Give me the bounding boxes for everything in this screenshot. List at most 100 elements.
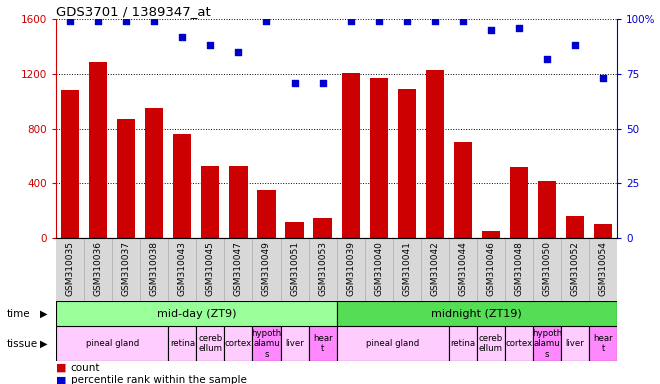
Bar	[561, 326, 589, 361]
Text: ▶: ▶	[40, 309, 47, 319]
Text: GSM310046: GSM310046	[486, 241, 496, 296]
Bar	[309, 326, 337, 361]
Bar	[56, 326, 168, 361]
Text: tissue: tissue	[7, 339, 38, 349]
Text: ■: ■	[56, 375, 67, 384]
Point	[177, 34, 187, 40]
Bar	[201, 166, 220, 238]
Text: GSM310041: GSM310041	[402, 241, 411, 296]
Text: GSM310050: GSM310050	[543, 241, 552, 296]
Text: GSM310051: GSM310051	[290, 241, 299, 296]
Bar	[257, 190, 276, 238]
Bar	[426, 70, 444, 238]
Text: retina: retina	[170, 339, 195, 348]
Bar	[61, 90, 79, 238]
Bar	[168, 326, 197, 361]
Point	[542, 56, 552, 62]
Point	[570, 42, 580, 48]
Bar	[56, 301, 337, 326]
Point	[457, 18, 468, 25]
Bar	[533, 326, 561, 361]
Point	[205, 42, 216, 48]
Text: time: time	[7, 309, 30, 319]
Text: cereb
ellum: cereb ellum	[198, 334, 222, 353]
Bar	[337, 301, 617, 326]
Text: GSM310042: GSM310042	[430, 241, 440, 296]
Bar	[173, 134, 191, 238]
Bar	[197, 326, 224, 361]
Text: GSM310047: GSM310047	[234, 241, 243, 296]
Point	[374, 18, 384, 25]
Bar	[314, 218, 332, 238]
Text: GSM310037: GSM310037	[121, 241, 131, 296]
Bar	[117, 119, 135, 238]
Point	[345, 18, 356, 25]
Bar	[449, 326, 477, 361]
Text: GSM310040: GSM310040	[374, 241, 383, 296]
Point	[317, 79, 328, 86]
Bar	[285, 222, 304, 238]
Bar	[224, 326, 252, 361]
Text: GSM310045: GSM310045	[206, 241, 215, 296]
Text: percentile rank within the sample: percentile rank within the sample	[71, 375, 246, 384]
Point	[93, 18, 104, 25]
Point	[261, 18, 272, 25]
Text: ▶: ▶	[40, 339, 47, 349]
Point	[401, 18, 412, 25]
Bar	[589, 326, 617, 361]
Text: ■: ■	[56, 362, 67, 373]
Text: hear
t: hear t	[593, 334, 613, 353]
Point	[233, 49, 244, 55]
Text: GSM310038: GSM310038	[150, 241, 159, 296]
Point	[430, 18, 440, 25]
Text: hear
t: hear t	[313, 334, 333, 353]
Text: liver: liver	[566, 339, 584, 348]
Bar	[538, 180, 556, 238]
Text: midnight (ZT19): midnight (ZT19)	[432, 309, 522, 319]
Bar	[280, 326, 309, 361]
Text: GSM310039: GSM310039	[346, 241, 355, 296]
Bar	[566, 215, 584, 238]
Bar	[453, 142, 472, 238]
Bar	[229, 166, 248, 238]
Bar	[145, 108, 164, 238]
Point	[598, 75, 609, 81]
Point	[121, 18, 131, 25]
Bar	[89, 61, 108, 238]
Bar	[370, 78, 388, 238]
Text: pineal gland: pineal gland	[366, 339, 419, 348]
Text: GSM310036: GSM310036	[94, 241, 103, 296]
Bar	[477, 326, 505, 361]
Text: GSM310054: GSM310054	[599, 241, 608, 296]
Bar	[510, 167, 528, 238]
Text: retina: retina	[450, 339, 475, 348]
Text: cortex: cortex	[225, 339, 252, 348]
Text: cereb
ellum: cereb ellum	[478, 334, 503, 353]
Text: cortex: cortex	[506, 339, 533, 348]
Text: GSM310035: GSM310035	[65, 241, 75, 296]
Point	[486, 27, 496, 33]
Text: GSM310052: GSM310052	[570, 241, 579, 296]
Text: GDS3701 / 1389347_at: GDS3701 / 1389347_at	[56, 5, 211, 18]
Bar	[337, 326, 449, 361]
Bar	[397, 89, 416, 238]
Text: hypoth
alamu
s: hypoth alamu s	[251, 329, 282, 359]
Point	[289, 79, 300, 86]
Text: hypoth
alamu
s: hypoth alamu s	[532, 329, 562, 359]
Point	[513, 25, 524, 31]
Bar	[252, 326, 280, 361]
Text: pineal gland: pineal gland	[86, 339, 139, 348]
Text: GSM310049: GSM310049	[262, 241, 271, 296]
Point	[65, 18, 75, 25]
Text: count: count	[71, 362, 100, 373]
Bar	[341, 73, 360, 238]
Text: mid-day (ZT9): mid-day (ZT9)	[156, 309, 236, 319]
Text: GSM310048: GSM310048	[514, 241, 523, 296]
Point	[149, 18, 160, 25]
Text: GSM310043: GSM310043	[178, 241, 187, 296]
Bar	[594, 224, 612, 238]
Text: GSM310053: GSM310053	[318, 241, 327, 296]
Text: GSM310044: GSM310044	[458, 241, 467, 296]
Bar	[505, 326, 533, 361]
Bar	[482, 230, 500, 238]
